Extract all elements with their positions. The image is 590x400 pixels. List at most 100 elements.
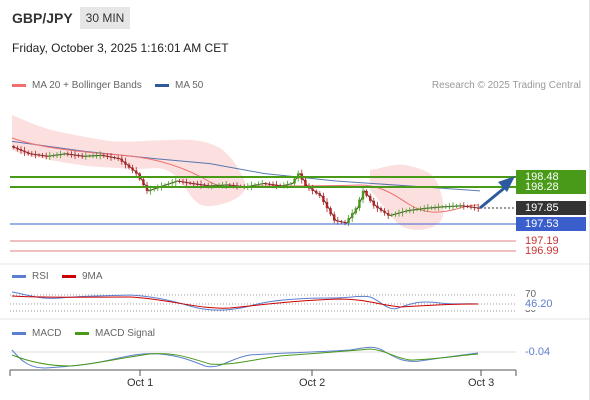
legend-macd: MACD	[12, 328, 61, 339]
candle-body	[347, 218, 350, 224]
candle-body	[448, 206, 451, 208]
candle-body	[124, 161, 127, 165]
candle-body	[365, 190, 368, 196]
candle-body	[171, 182, 174, 184]
research-credit: Research © 2025 Trading Central	[431, 80, 581, 91]
candle-body	[34, 154, 37, 156]
candle-body	[106, 155, 109, 157]
candle-body	[271, 184, 275, 186]
legend-macd-label: MACD	[32, 328, 62, 339]
candle-body	[387, 213, 390, 216]
macd-signal-line	[11, 348, 479, 367]
candle-body	[48, 155, 51, 157]
candle-body	[120, 158, 123, 162]
ma50-swatch	[155, 84, 169, 87]
candle-body	[41, 155, 44, 157]
candle-body	[286, 184, 289, 186]
candle-body	[451, 206, 455, 208]
candle-body	[426, 207, 429, 209]
candle-body	[441, 206, 444, 208]
ma20-swatch	[12, 84, 26, 87]
rsi-line	[11, 291, 479, 311]
candle-body	[444, 206, 447, 208]
candle-body	[189, 182, 192, 184]
candle-body	[203, 184, 206, 186]
candle-body	[257, 184, 260, 186]
candle-body	[455, 205, 458, 207]
legend-rsi: RSI	[12, 271, 49, 282]
legend-ma20-bollinger: MA 20 + Bollinger Bands	[12, 80, 142, 91]
candle-body	[383, 210, 386, 214]
rsi-swatch	[12, 275, 26, 278]
candle-body	[178, 180, 181, 182]
candle-body	[142, 179, 145, 186]
candle-body	[415, 209, 419, 211]
candle-body	[253, 184, 257, 186]
bollinger-band-left	[12, 115, 246, 207]
candle-body	[329, 208, 332, 215]
candle-body	[70, 154, 73, 156]
candle-body	[225, 184, 228, 186]
candle-body	[336, 220, 339, 222]
candle-body	[232, 185, 235, 187]
candle-body	[282, 185, 285, 187]
candle-body	[192, 183, 195, 185]
candle-body	[268, 183, 271, 185]
candle-body	[261, 183, 264, 185]
candle-body	[304, 179, 307, 186]
candle-body	[127, 164, 131, 168]
candle-body	[19, 149, 23, 151]
candle-body	[91, 155, 95, 157]
candle-body	[289, 183, 293, 185]
candle-body	[16, 147, 19, 150]
candle-body	[401, 211, 404, 213]
candle-body	[221, 185, 224, 187]
candle-body	[196, 183, 199, 185]
candle-body	[469, 206, 473, 208]
candle-body	[73, 154, 77, 156]
candle-body	[473, 207, 476, 209]
candle-body	[63, 153, 66, 155]
legend-macd-signal: MACD Signal	[75, 328, 155, 339]
legend-ma50: MA 50	[155, 80, 203, 91]
candle-body	[66, 153, 69, 155]
macd-swatch	[12, 332, 26, 335]
candle-body	[462, 205, 465, 207]
candle-body	[81, 155, 84, 157]
candle-body	[354, 208, 357, 214]
candle-body	[88, 155, 91, 157]
candle-body	[77, 155, 80, 157]
candle-body	[12, 146, 15, 148]
candle-body	[153, 188, 156, 190]
x-label-oct3: Oct 3	[468, 377, 495, 389]
rsi-9ma-swatch	[62, 275, 76, 278]
candle-body	[459, 205, 462, 207]
ma20-line	[11, 137, 479, 213]
candle-body	[135, 170, 138, 174]
candle-body	[351, 213, 354, 219]
candle-body	[217, 185, 221, 187]
candle-body	[55, 154, 59, 156]
legend-rsi-label: RSI	[32, 271, 49, 282]
rsi-70-label: 70	[525, 289, 537, 300]
candle-body	[390, 214, 393, 216]
timeframe-button[interactable]: 30 MIN	[80, 7, 130, 29]
x-label-oct1: Oct 1	[127, 377, 154, 389]
candle-body	[318, 193, 321, 196]
macd-signal-swatch	[75, 332, 89, 335]
datetime-label: Friday, October 3, 2025 1:16:01 AM CET	[12, 41, 229, 55]
candle-body	[174, 180, 177, 183]
candle-body	[113, 157, 116, 159]
candle-body	[185, 182, 188, 184]
support1-tag: 197.53	[516, 217, 586, 231]
candle-body	[405, 210, 408, 212]
candle-body	[131, 167, 134, 171]
bollinger-band-right	[370, 164, 444, 230]
candle-body	[163, 184, 167, 186]
candle-body	[37, 154, 41, 156]
candle-body	[279, 185, 282, 187]
target2-label: 196.99	[525, 245, 559, 257]
target1-label: 197.19	[525, 235, 559, 247]
legend-rsi-9ma-label: 9MA	[82, 271, 103, 282]
